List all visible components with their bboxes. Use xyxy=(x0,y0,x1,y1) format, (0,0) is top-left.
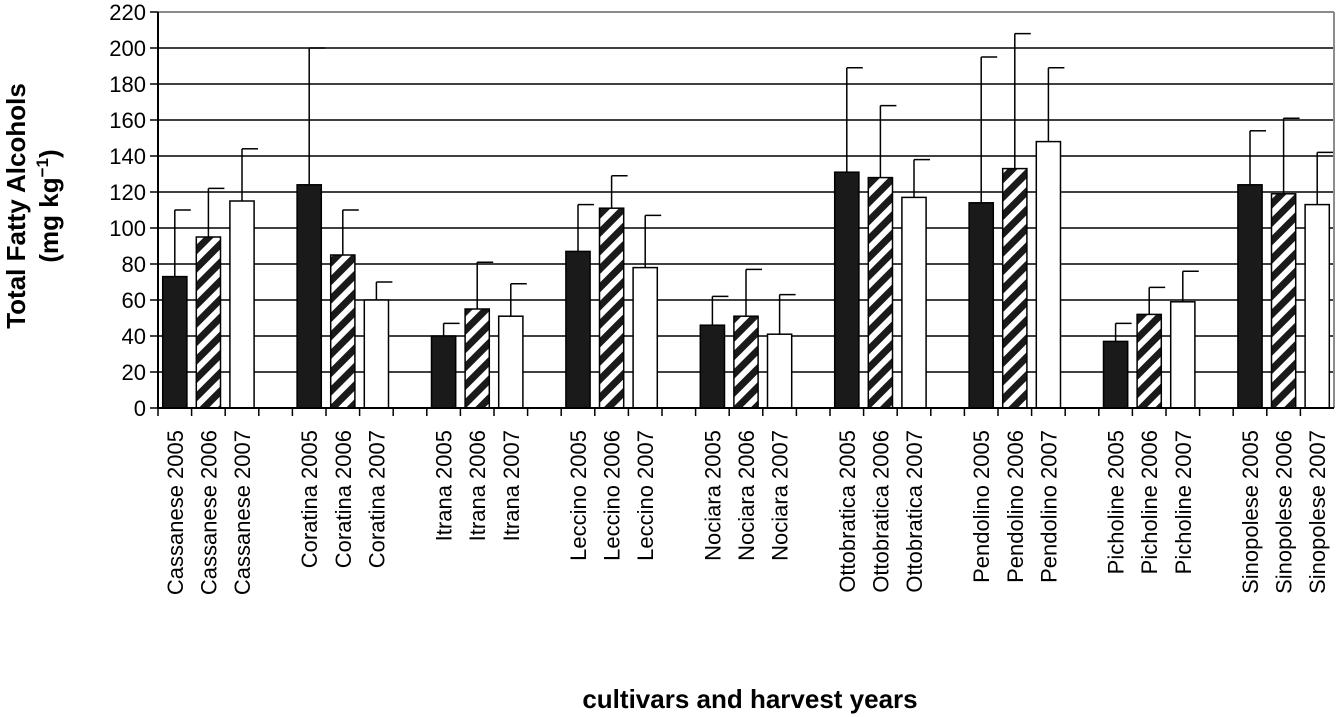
y-tick-label: 40 xyxy=(122,324,146,349)
axes xyxy=(150,11,1335,416)
y-tick-label: 140 xyxy=(109,144,146,169)
x-tick-label: Picholine 2007 xyxy=(1171,430,1196,574)
y-tick-label: 160 xyxy=(109,108,146,133)
x-tick-label: Cassanese 2007 xyxy=(230,430,255,595)
bar xyxy=(833,171,860,409)
bar xyxy=(464,308,491,409)
x-axis-title: cultivars and harvest years xyxy=(582,684,917,714)
x-tick-label: Leccino 2005 xyxy=(566,430,591,561)
bar xyxy=(229,200,255,409)
x-tick-label: Ottobratica 2006 xyxy=(868,430,893,593)
x-tick-label: Itrana 2005 xyxy=(432,430,457,541)
bar xyxy=(1035,140,1062,409)
x-tick-label: Coratina 2005 xyxy=(297,430,322,568)
x-tick-label: Ottobratica 2005 xyxy=(835,430,860,593)
x-tick-labels: Cassanese 2005 Cassanese 2006 Cassanese 20… xyxy=(163,430,1330,595)
bar xyxy=(1001,167,1028,409)
bar xyxy=(699,324,726,409)
bar xyxy=(1237,184,1263,409)
x-tick-label: Itrana 2007 xyxy=(499,430,524,541)
bar xyxy=(632,266,659,409)
y-tick-labels: 0 20 40 60 80 100 120 140 160 180 200 220 xyxy=(109,0,146,421)
bar xyxy=(1136,313,1163,409)
bar xyxy=(1304,203,1331,409)
x-tick-label: Pendolino 2006 xyxy=(1003,430,1028,583)
x-tick-label: Sinopolese 2007 xyxy=(1305,430,1330,594)
x-tick-label: Leccino 2006 xyxy=(600,430,625,561)
y-tick-label: 0 xyxy=(134,396,146,421)
x-tick-label: Ottobratica 2007 xyxy=(902,430,927,593)
x-tick-label: Leccino 2007 xyxy=(633,430,658,561)
y-axis-unit-exponent: −1 xyxy=(33,158,52,177)
x-tick-label: Sinopolese 2005 xyxy=(1238,430,1263,594)
error-bars xyxy=(174,32,1334,342)
y-tick-label: 120 xyxy=(109,180,146,205)
bar xyxy=(766,333,793,409)
bar xyxy=(867,176,894,409)
bar xyxy=(901,196,927,409)
x-tick-label: Pendolino 2005 xyxy=(969,430,994,583)
y-tick-label: 100 xyxy=(109,216,146,241)
x-tick-label: Nociara 2007 xyxy=(768,430,793,561)
bar xyxy=(565,250,591,409)
x-tick-label: Cassanese 2006 xyxy=(196,430,221,595)
bar xyxy=(1102,340,1129,409)
y-tick-label: 60 xyxy=(122,288,146,313)
y-tick-label: 80 xyxy=(122,252,146,277)
x-tick-label: Nociara 2006 xyxy=(734,430,759,561)
bar xyxy=(1169,301,1196,409)
bar xyxy=(363,299,390,409)
bar xyxy=(329,254,356,409)
y-axis-unit: (mg kg xyxy=(34,177,64,262)
y-axis-title-line2: (mg kg−1) xyxy=(33,149,64,262)
bar xyxy=(968,202,995,409)
x-tick-label: Coratina 2007 xyxy=(364,430,389,568)
bar xyxy=(1270,193,1297,409)
bar xyxy=(161,275,188,409)
x-tick-label: Nociara 2005 xyxy=(700,430,725,561)
y-tick-label: 220 xyxy=(109,0,146,25)
y-tick-label: 180 xyxy=(109,72,146,97)
bar xyxy=(733,315,759,409)
y-axis-unit-close: ) xyxy=(34,149,64,158)
y-tick-label: 20 xyxy=(122,360,146,385)
x-tick-label: Coratina 2006 xyxy=(331,430,356,568)
x-tick-label: Picholine 2005 xyxy=(1104,430,1129,574)
x-tick-label: Sinopolese 2006 xyxy=(1272,430,1297,594)
bar xyxy=(497,315,524,409)
y-axis-title-line1: Total Fatty Alcohols xyxy=(1,83,31,329)
y-tick-label: 200 xyxy=(109,36,146,61)
bar xyxy=(598,207,625,409)
bar xyxy=(430,335,457,409)
x-tick-label: Cassanese 2005 xyxy=(163,430,188,595)
bar xyxy=(195,236,222,409)
x-tick-label: Picholine 2006 xyxy=(1137,430,1162,574)
bar xyxy=(296,184,323,409)
y-axis-title: Total Fatty Alcohols (mg kg−1) xyxy=(1,83,64,329)
x-tick-label: Pendolino 2007 xyxy=(1036,430,1061,583)
x-tick-label: Itrana 2006 xyxy=(465,430,490,541)
